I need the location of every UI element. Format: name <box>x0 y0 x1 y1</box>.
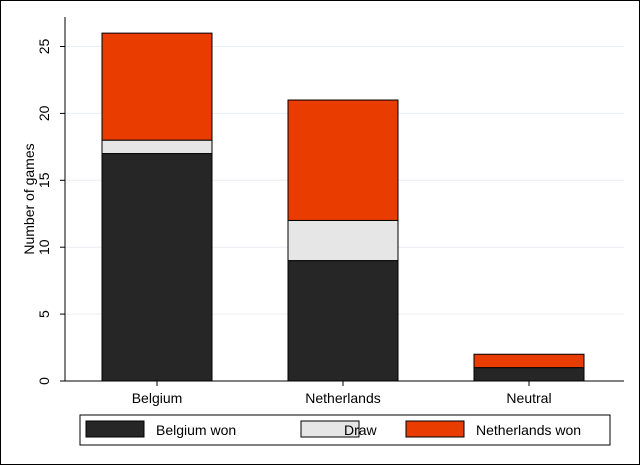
y-tick-label: 25 <box>36 39 52 55</box>
x-tick-label: Neutral <box>506 390 551 406</box>
legend-swatch <box>85 420 145 438</box>
y-tick-label: 20 <box>36 105 52 121</box>
bar-segment <box>101 139 213 155</box>
bar-segment <box>287 260 399 382</box>
y-tick-label: 10 <box>36 239 52 255</box>
legend-label: Draw <box>344 422 378 438</box>
bar-segment <box>473 367 585 382</box>
legend-swatch <box>405 420 465 438</box>
y-tick-label: 15 <box>36 172 52 188</box>
legend-label: Belgium won <box>156 422 236 438</box>
bar-segment <box>287 99 399 221</box>
bar-segment <box>101 32 213 141</box>
x-ticks: Belgium Netherlands Neutral <box>132 381 552 406</box>
legend-swatch <box>300 420 360 438</box>
y-tick-label: 0 <box>36 377 52 385</box>
x-tick-label: Netherlands <box>305 390 381 406</box>
y-axis-title: Number of games <box>21 143 37 254</box>
bar-segment <box>101 153 213 382</box>
legend: Belgium won Draw Netherlands won <box>79 414 611 446</box>
axes <box>64 17 624 382</box>
legend-label: Netherlands won <box>476 422 581 438</box>
y-ticks: 0 5 10 15 20 25 <box>36 39 65 385</box>
bars <box>101 32 585 382</box>
bar-segment <box>287 219 399 262</box>
bar-segment <box>473 353 585 369</box>
y-tick-label: 5 <box>36 310 52 318</box>
x-tick-label: Belgium <box>132 390 183 406</box>
